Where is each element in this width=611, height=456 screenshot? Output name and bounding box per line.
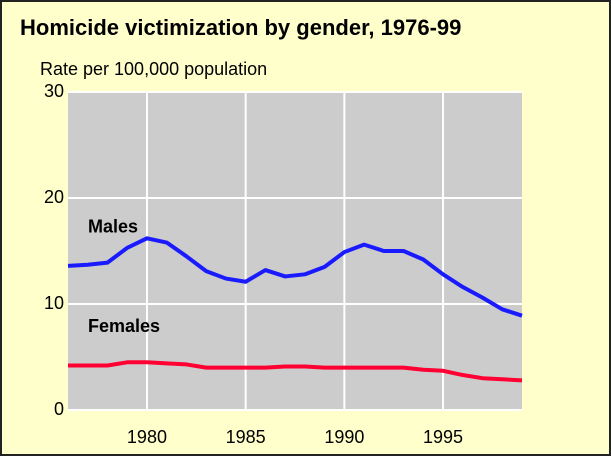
x-tick-label: 1985 bbox=[226, 427, 266, 447]
series-line bbox=[68, 360, 523, 383]
chart-subtitle: Rate per 100,000 population bbox=[40, 59, 267, 79]
x-tick-label: 1990 bbox=[324, 427, 364, 447]
plot-area bbox=[68, 92, 522, 410]
series-label: Females bbox=[88, 316, 160, 336]
chart-title: Homicide victimization by gender, 1976-9… bbox=[20, 15, 461, 40]
y-tick-label: 0 bbox=[54, 399, 64, 419]
series-line bbox=[67, 236, 523, 318]
y-tick-label: 10 bbox=[44, 293, 64, 313]
x-tick-label: 1980 bbox=[127, 427, 167, 447]
x-tick-label: 1995 bbox=[423, 427, 463, 447]
series-label: Males bbox=[88, 217, 138, 237]
y-tick-label: 30 bbox=[44, 81, 64, 101]
y-tick-label: 20 bbox=[44, 187, 64, 207]
